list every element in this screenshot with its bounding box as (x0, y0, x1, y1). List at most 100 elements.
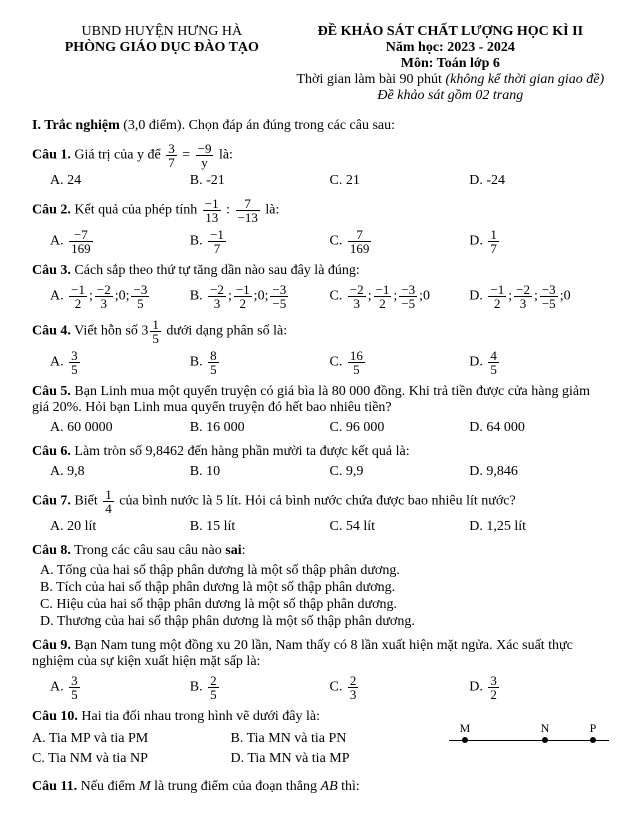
q8-opt-d: D. Thương của hai số thập phân dương là … (40, 614, 609, 630)
q10-options: A. Tia MP và tia PM B. Tia MN và tia PN … (32, 729, 429, 771)
q2-opt-a: A. −7169 (50, 228, 190, 255)
q1-opt-b: B. -21 (190, 173, 330, 189)
q10-text: Hai tia đối nhau trong hình vẽ dưới đây … (78, 709, 320, 724)
label-n: N (541, 721, 550, 736)
question-6: Câu 6. Làm tròn số 9,8462 đến hàng phần … (32, 444, 609, 460)
label-m: M (460, 721, 471, 736)
q2-opt-b: B. −17 (190, 228, 330, 255)
q2-text-2: là: (265, 203, 279, 218)
q10-opt-a: A. Tia MP và tia PM (32, 731, 231, 747)
question-7: Câu 7. Biết 14 của bình nước là 5 lít. H… (32, 488, 609, 515)
org-line-1: UBND HUYỆN HƯNG HÀ (32, 24, 292, 40)
q7-options: A. 20 lít B. 15 lít C. 54 lít D. 1,25 lí… (50, 519, 609, 535)
q1-options: A. 24 B. -21 C. 21 D. -24 (50, 173, 609, 189)
q3-opt-d: D. −12;−23;−3−5;0 (469, 283, 609, 310)
q11-text-1: Nếu điểm (77, 779, 139, 794)
q9-options: A. 35 B. 25 C. 23 D. 32 (50, 674, 609, 701)
q5-opt-c: C. 96 000 (330, 420, 470, 436)
point-m (462, 737, 468, 743)
q11-label: Câu 11. (32, 779, 77, 794)
q1-frac-1: 37 (166, 142, 177, 169)
q2-text-1: Kết quả của phép tính (71, 203, 201, 218)
q7-opt-a: A. 20 lít (50, 519, 190, 535)
q5-opt-b: B. 16 000 (190, 420, 330, 436)
q8-opt-a: A. Tổng của hai số thập phân dương là mộ… (40, 563, 609, 579)
q3-opt-a: A. −12;−23;0;−35 (50, 283, 190, 310)
q6-label: Câu 6. (32, 444, 71, 459)
page-count: Đề khảo sát gồm 02 trang (292, 88, 609, 104)
q3-opt-c: C. −23;−12;−3−5;0 (330, 283, 470, 310)
q5-label: Câu 5. (32, 384, 71, 399)
q3-opt-b: B. −23;−12;0;−3−5 (190, 283, 330, 310)
q7-opt-d: D. 1,25 lít (469, 519, 609, 535)
q5-opt-a: A. 60 0000 (50, 420, 190, 436)
q8-label: Câu 8. (32, 543, 71, 558)
q6-opt-d: D. 9,846 (469, 464, 609, 480)
q5-opt-d: D. 64 000 (469, 420, 609, 436)
q10-opt-d: D. Tia MN và tia MP (231, 751, 430, 767)
q10-label: Câu 10. (32, 709, 78, 724)
q9-text: Bạn Nam tung một đồng xu 20 lần, Nam thấ… (32, 638, 573, 669)
exam-title: ĐỀ KHẢO SÁT CHẤT LƯỢNG HỌC KÌ II (292, 24, 609, 40)
q1-opt-c: C. 21 (330, 173, 470, 189)
q5-text: Bạn Linh mua một quyển truyện có giá bìa… (32, 384, 590, 415)
question-3: Câu 3. Cách sắp theo thứ tự tăng dần nào… (32, 263, 609, 279)
q9-opt-a: A. 35 (50, 674, 190, 701)
duration-note: (không kể thời gian giao đề) (445, 72, 604, 87)
q4-options: A. 35 B. 85 C. 165 D. 45 (50, 349, 609, 376)
q1-text-2: là: (219, 148, 233, 163)
q2-options: A. −7169 B. −17 C. 7169 D. 17 (50, 228, 609, 255)
subject: Môn: Toán lớp 6 (292, 56, 609, 72)
duration-text: Thời gian làm bài 90 phút (297, 72, 446, 87)
label-p: P (590, 721, 597, 736)
q7-opt-b: B. 15 lít (190, 519, 330, 535)
q4-opt-b: B. 85 (190, 349, 330, 376)
q8-text-2: : (242, 543, 246, 558)
q9-opt-d: D. 32 (469, 674, 609, 701)
q1-opt-d: D. -24 (469, 173, 609, 189)
q9-opt-b: B. 25 (190, 674, 330, 701)
org-line-2: PHÒNG GIÁO DỤC ĐÀO TẠO (32, 40, 292, 56)
q3-label: Câu 3. (32, 263, 71, 278)
q4-opt-d: D. 45 (469, 349, 609, 376)
question-1: Câu 1. Giá trị của y để 37 = −9y là: (32, 142, 609, 169)
question-10: Câu 10. Hai tia đối nhau trong hình vẽ d… (32, 709, 609, 725)
line-segment (449, 740, 609, 741)
q2-op: : (226, 203, 233, 218)
q8-options: A. Tổng của hai số thập phân dương là mộ… (40, 563, 609, 630)
q6-text: Làm tròn số 9,8462 đến hàng phần mười ta… (71, 444, 410, 459)
question-11: Câu 11. Nếu điểm M là trung điểm của đoạ… (32, 779, 609, 795)
q7-opt-c: C. 54 lít (330, 519, 470, 535)
q1-frac-2: −9y (196, 142, 214, 169)
q5-options: A. 60 0000 B. 16 000 C. 96 000 D. 64 000 (50, 420, 609, 436)
page-header: UBND HUYỆN HƯNG HÀ PHÒNG GIÁO DỤC ĐÀO TẠ… (32, 24, 609, 104)
q4-opt-a: A. 35 (50, 349, 190, 376)
q1-opt-a: A. 24 (50, 173, 190, 189)
q4-text-1: Viết hỗn số 3 (71, 324, 148, 339)
q1-label: Câu 1. (32, 148, 71, 163)
q10-opt-b: B. Tia MN và tia PN (231, 731, 430, 747)
section-1-title: I. Trắc nghiệm (3,0 điểm). Chọn đáp án đ… (32, 118, 609, 134)
header-left: UBND HUYỆN HƯNG HÀ PHÒNG GIÁO DỤC ĐÀO TẠ… (32, 24, 292, 104)
q4-opt-c: C. 165 (330, 349, 470, 376)
q1-text-1: Giá trị của y để (71, 148, 164, 163)
q6-opt-c: C. 9,9 (330, 464, 470, 480)
q11-text-2: là trung điểm của đoạn thẳng (151, 779, 321, 794)
section-1-desc: (3,0 điểm). Chọn đáp án đúng trong các c… (120, 118, 395, 133)
q2-label: Câu 2. (32, 203, 71, 218)
q6-opt-a: A. 9,8 (50, 464, 190, 480)
q11-text-3: thì: (338, 779, 360, 794)
q8-opt-c: C. Hiệu của hai số thập phân dương là mộ… (40, 597, 609, 613)
question-4: Câu 4. Viết hỗn số 315 dưới dạng phân số… (32, 318, 609, 345)
q4-label: Câu 4. (32, 324, 71, 339)
q10-row: A. Tia MP và tia PM B. Tia MN và tia PN … (32, 729, 609, 771)
duration-line: Thời gian làm bài 90 phút (không kể thời… (292, 72, 609, 88)
q7-text-2: của bình nước là 5 lít. Hỏi cả bình nước… (116, 494, 516, 509)
q11-m: M (139, 779, 151, 794)
q8-sai: sai (225, 543, 241, 558)
q6-opt-b: B. 10 (190, 464, 330, 480)
q2-opt-d: D. 17 (469, 228, 609, 255)
q2-frac-1: −113 (203, 197, 221, 224)
q7-text-1: Biết (71, 494, 101, 509)
q10-opt-c: C. Tia NM và tia NP (32, 751, 231, 767)
